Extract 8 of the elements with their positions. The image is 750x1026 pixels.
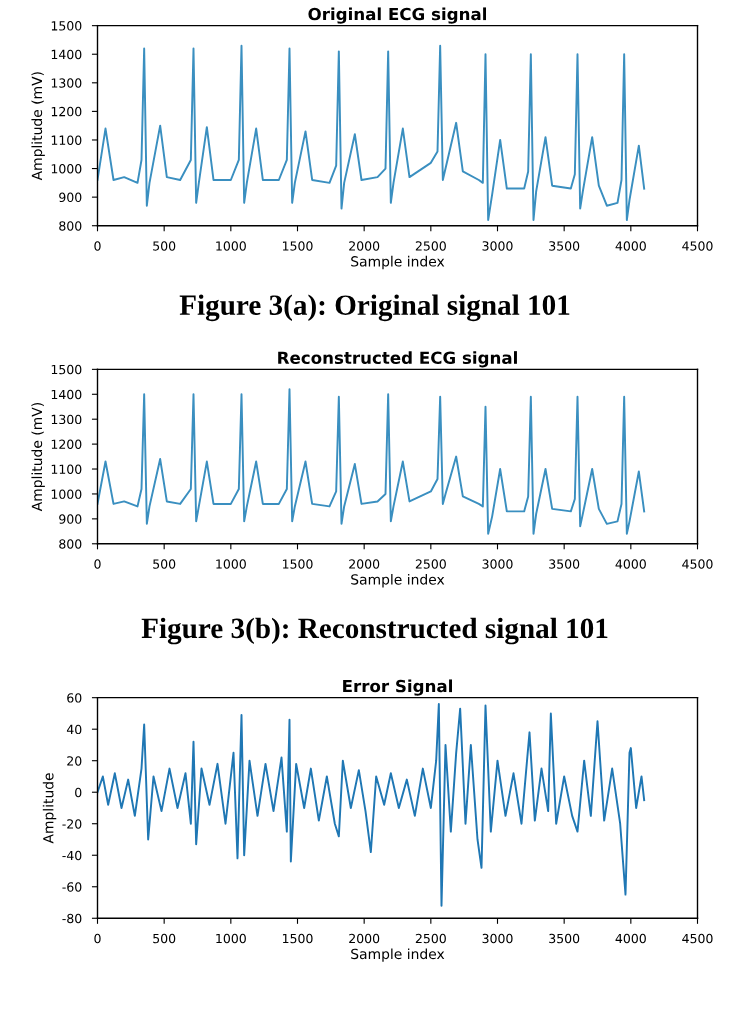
chart-title: Original ECG signal bbox=[308, 7, 487, 24]
caption: Figure 3(b): Reconstructed signal 101 bbox=[141, 617, 608, 645]
line-series bbox=[97, 388, 646, 535]
line-series bbox=[97, 703, 646, 907]
line-series bbox=[97, 44, 646, 221]
caption: Figure 3(a): Original signal 101 bbox=[179, 294, 570, 322]
chart-title: Reconstructed ECG signal bbox=[278, 351, 517, 368]
chart-title: Error Signal bbox=[343, 679, 452, 696]
